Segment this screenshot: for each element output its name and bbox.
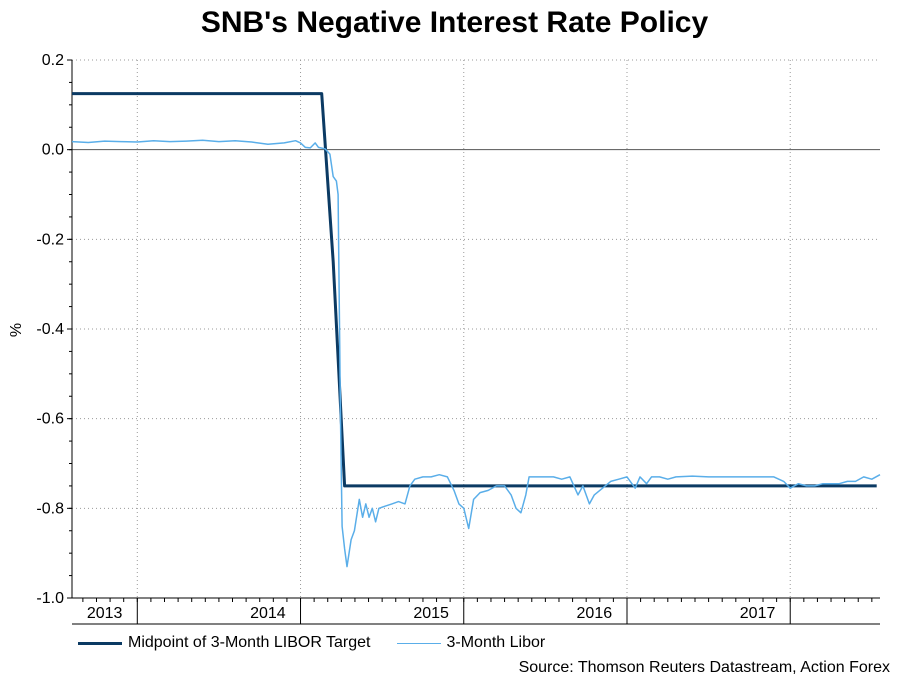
chart-title: SNB's Negative Interest Rate Policy	[200, 6, 709, 39]
y-tick-label: -0.4	[36, 321, 64, 338]
series-line-3m-libor	[71, 139, 881, 568]
legend-label-3m-libor: 3-Month Libor	[446, 634, 546, 651]
legend-swatch-3m-libor	[396, 642, 441, 644]
y-tick-label: 0.2	[42, 52, 64, 69]
x-tick-label: 2013	[87, 605, 123, 622]
legend-item-3m-libor: 3-Month Libor	[396, 634, 546, 652]
axis-layer: 0.2 0.0 -0.2 -0.4 -0.6 -0.8 -1.0 2013 2014 2015 20…	[36, 52, 880, 625]
legend: Midpoint of 3-Month LIBOR Target 3-Month…	[78, 634, 571, 652]
x-tick-label: 2014	[250, 605, 286, 622]
legend-item-libor-target: Midpoint of 3-Month LIBOR Target	[78, 634, 371, 652]
y-axis-label: %	[8, 323, 25, 337]
series-line-libor-target	[72, 92, 877, 488]
y-tick-label: 0.0	[42, 142, 64, 159]
y-tick-label: -0.6	[36, 411, 64, 428]
x-tick-label: 2017	[740, 605, 776, 622]
y-tick-label: -0.8	[36, 500, 64, 517]
grid-layer	[72, 59, 880, 598]
source-note: Source: Thomson Reuters Datastream, Acti…	[518, 659, 890, 676]
legend-swatch-libor-target	[78, 641, 122, 645]
x-tick-label: 2016	[577, 605, 613, 622]
y-tick-label: -1.0	[36, 590, 64, 607]
legend-label-libor-target: Midpoint of 3-Month LIBOR Target	[128, 634, 371, 651]
x-tick-label: 2015	[413, 605, 449, 622]
series-layer	[71, 92, 881, 568]
y-tick-label: -0.2	[36, 231, 64, 248]
